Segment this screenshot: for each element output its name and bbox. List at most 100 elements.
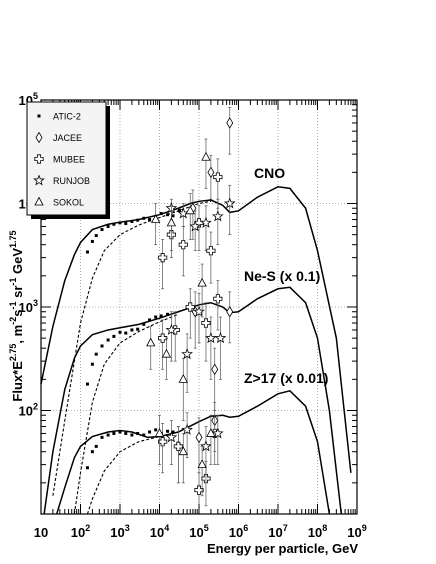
data-point-runjob xyxy=(200,216,212,228)
data-point-atic-2 xyxy=(106,433,110,437)
legend-label: SOKOL xyxy=(53,198,84,208)
data-point-sokol xyxy=(185,205,195,215)
data-point-atic-2 xyxy=(112,334,116,338)
data-point-atic-2 xyxy=(106,224,110,228)
x-tick-label: 105 xyxy=(189,523,208,540)
data-point-runjob xyxy=(212,210,224,222)
annotation-label: Z>17 (x 0.01) xyxy=(244,370,328,386)
data-point-mubee xyxy=(173,441,183,451)
data-point-runjob xyxy=(165,431,178,443)
data-point-mubee xyxy=(158,333,168,343)
legend-label: JACEE xyxy=(53,133,82,143)
data-point-sokol xyxy=(178,446,188,456)
data-point-runjob xyxy=(214,332,227,344)
data-point-atic-2 xyxy=(90,450,94,454)
data-point-atic-2 xyxy=(136,327,140,331)
data-point-jacee xyxy=(211,363,219,376)
legend-marker-jacee xyxy=(35,131,43,144)
data-point-atic-2 xyxy=(112,431,116,435)
data-point-mubee xyxy=(213,172,223,182)
legend-marker-atic-2 xyxy=(37,114,41,118)
data-point-sokol xyxy=(151,214,161,223)
data-point-atic-2 xyxy=(177,208,181,212)
data-point-atic-2 xyxy=(154,315,158,319)
x-tick-label: 10 xyxy=(34,525,48,540)
data-point-atic-2 xyxy=(171,430,175,434)
y-axis-label: Flux*E2.75, m-2s-1 sr-1 GeV1.75 xyxy=(8,230,25,401)
data-point-runjob xyxy=(205,332,217,344)
data-point-atic-2 xyxy=(100,435,104,439)
data-point-mubee xyxy=(206,246,216,256)
data-point-sokol xyxy=(206,428,216,437)
data-point-sokol xyxy=(166,217,177,227)
x-tick-label: 104 xyxy=(150,523,169,540)
data-point-atic-2 xyxy=(142,322,146,326)
data-point-atic-2 xyxy=(124,222,128,226)
data-point-atic-2 xyxy=(85,382,89,386)
data-point-atic-2 xyxy=(148,318,152,322)
data-point-sokol xyxy=(146,337,156,347)
data-point-mubee xyxy=(213,294,223,304)
data-point-atic-2 xyxy=(112,222,116,226)
data-point-sokol xyxy=(197,277,207,287)
data-point-atic-2 xyxy=(130,220,134,224)
data-point-atic-2 xyxy=(136,218,140,222)
data-point-runjob xyxy=(189,220,202,232)
data-point-atic-2 xyxy=(118,221,122,225)
series-sokol xyxy=(151,138,211,252)
group-z-17-x-0-01 xyxy=(56,389,331,515)
grid xyxy=(41,100,357,514)
data-point-atic-2 xyxy=(124,331,128,335)
data-point-atic-2 xyxy=(142,433,146,437)
data-point-runjob xyxy=(181,423,193,435)
x-tick-label: 108 xyxy=(308,523,327,540)
data-point-mubee xyxy=(158,253,168,263)
data-point-jacee xyxy=(207,166,215,179)
data-point-runjob xyxy=(181,348,193,360)
series-runjob xyxy=(165,293,227,393)
data-point-atic-2 xyxy=(159,314,163,318)
series-jacee xyxy=(174,401,219,484)
data-point-runjob xyxy=(223,197,236,209)
data-point-atic-2 xyxy=(118,430,122,434)
model-curve-solid xyxy=(40,186,352,473)
model-curve-dashed xyxy=(73,313,179,515)
group-cno xyxy=(40,106,352,496)
legend: ATIC-2 JACEE MUBEE RUNJOB SOKOL xyxy=(26,101,110,219)
data-point-atic-2 xyxy=(90,362,94,366)
data-point-atic-2 xyxy=(136,431,140,435)
data-point-runjob xyxy=(200,440,212,452)
data-point-atic-2 xyxy=(106,338,110,342)
data-point-atic-2 xyxy=(94,234,98,238)
model-curve-solid xyxy=(43,286,343,515)
data-point-atic-2 xyxy=(154,428,158,432)
model-curve-dashed xyxy=(86,431,179,515)
series-runjob xyxy=(165,184,236,252)
data-point-atic-2 xyxy=(85,250,89,254)
data-point-atic-2 xyxy=(166,429,170,433)
data-point-atic-2 xyxy=(148,430,152,434)
model-curve-dashed xyxy=(52,200,211,496)
x-tick-label: 109 xyxy=(347,523,366,540)
x-axis-label: Energy per particle, GeV xyxy=(207,541,358,556)
data-point-runjob xyxy=(193,305,205,317)
group-ne-s-x-0-1 xyxy=(43,263,343,515)
series-mubee xyxy=(158,280,223,370)
data-point-atic-2 xyxy=(166,312,170,316)
data-point-atic-2 xyxy=(142,216,146,220)
data-point-sokol xyxy=(154,428,165,437)
legend-label: RUNJOB xyxy=(53,176,90,186)
data-point-atic-2 xyxy=(166,213,170,217)
series-atic-2 xyxy=(85,312,170,386)
data-point-mubee xyxy=(185,302,195,312)
data-point-jacee xyxy=(226,117,234,129)
data-point-sokol xyxy=(197,459,207,469)
data-point-jacee xyxy=(195,431,203,444)
data-point-atic-2 xyxy=(100,228,104,232)
x-tick-label: 106 xyxy=(229,523,248,540)
data-point-atic-2 xyxy=(94,352,98,356)
x-tick-label: 107 xyxy=(268,523,287,540)
data-point-atic-2 xyxy=(94,444,98,448)
series-sokol xyxy=(146,263,207,421)
